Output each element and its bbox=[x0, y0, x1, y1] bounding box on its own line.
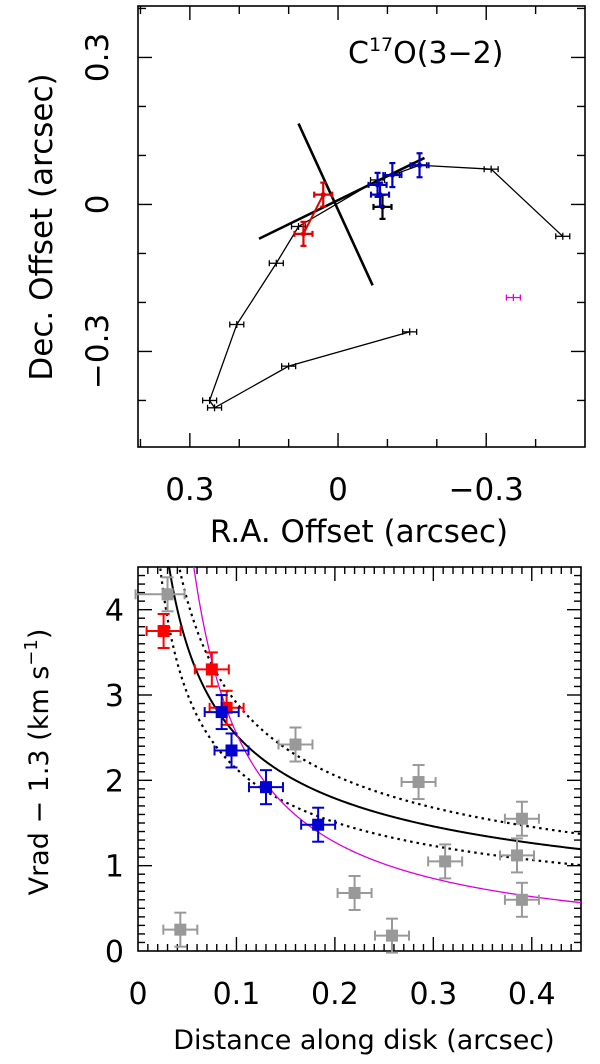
black-path-line bbox=[208, 164, 564, 409]
black-path-point bbox=[206, 404, 223, 412]
red-point bbox=[193, 651, 230, 688]
marker bbox=[511, 849, 524, 862]
velocity-ticks bbox=[138, 567, 581, 951]
position-map-ticks bbox=[138, 6, 585, 447]
marker bbox=[389, 172, 395, 178]
blue-point bbox=[409, 152, 430, 179]
map-title-main: C bbox=[348, 36, 369, 71]
disk-axis-line bbox=[258, 156, 426, 240]
red-connector bbox=[302, 194, 325, 235]
map-x-axis-label: R.A. Offset (arcsec) bbox=[210, 514, 508, 550]
marker bbox=[385, 929, 398, 942]
marker bbox=[416, 162, 423, 168]
gray-point bbox=[503, 881, 540, 918]
x-tick-label: −0.3 bbox=[449, 472, 524, 508]
x-tick-label: 0.3 bbox=[409, 977, 457, 1012]
marker bbox=[225, 744, 238, 757]
blue-point bbox=[369, 181, 391, 208]
velocity-x-axis-label: Distance along disk (arcsec) bbox=[173, 1025, 554, 1056]
marker bbox=[377, 192, 383, 198]
marker bbox=[161, 588, 174, 601]
x-tick-label: 0.3 bbox=[165, 472, 214, 508]
fit-upper-curve bbox=[178, 567, 581, 836]
black-path-point bbox=[402, 328, 418, 336]
velocity-data bbox=[134, 576, 540, 954]
y-tick-label: −0.3 bbox=[80, 314, 116, 389]
blue-point bbox=[300, 806, 337, 843]
y-tick-label: 2 bbox=[105, 764, 124, 799]
marker bbox=[312, 818, 325, 831]
map-title: C17O(3−2) bbox=[348, 34, 503, 71]
map-title-superscript: 17 bbox=[369, 34, 393, 56]
magenta-point bbox=[505, 294, 522, 302]
position-map-tick-labels: 0.3 0 −0.3 0.3 0 −0.3 bbox=[80, 33, 524, 508]
gray-point bbox=[162, 911, 199, 948]
marker bbox=[289, 738, 302, 751]
marker bbox=[259, 781, 272, 794]
map-y-axis-label: Dec. Offset (arcsec) bbox=[24, 73, 60, 380]
x-tick-label: 0.4 bbox=[508, 977, 556, 1012]
blue-point bbox=[367, 171, 388, 198]
blue-point bbox=[382, 161, 403, 189]
red-point bbox=[145, 613, 182, 649]
black-path-point bbox=[268, 259, 284, 267]
blue-point bbox=[213, 732, 250, 769]
black-path-point bbox=[201, 396, 218, 404]
velocity-panel: 0 0.1 0.2 0.3 0.4 0 1 2 3 4 Distance along disk (… bbox=[21, 566, 582, 1056]
marker bbox=[215, 706, 228, 719]
gray-point bbox=[427, 843, 464, 880]
black-path-point bbox=[280, 362, 297, 370]
y-tick-label: 0.3 bbox=[80, 33, 116, 82]
marker bbox=[439, 855, 452, 868]
marker bbox=[515, 812, 528, 825]
gray-point bbox=[336, 874, 373, 911]
velocity-y-axis-label: Vrad − 1.3 (km s−1) bbox=[21, 629, 55, 896]
y-tick-label: 1 bbox=[105, 850, 124, 885]
gray-point bbox=[503, 800, 540, 837]
x-tick-label: 0 bbox=[128, 977, 147, 1012]
velocity-frame bbox=[137, 566, 582, 952]
y-tick-label: 0 bbox=[80, 195, 116, 215]
position-map-frame bbox=[137, 5, 586, 448]
gray-point bbox=[134, 576, 186, 613]
x-tick-label: 0.2 bbox=[311, 977, 359, 1012]
marker bbox=[515, 893, 528, 906]
gray-point bbox=[277, 726, 314, 763]
x-tick-label: 0.1 bbox=[213, 977, 261, 1012]
gray-point bbox=[499, 837, 536, 874]
gray-point bbox=[400, 764, 437, 801]
y-tick-label: 4 bbox=[105, 594, 124, 629]
x-tick-label: 0 bbox=[328, 472, 348, 508]
marker bbox=[205, 663, 218, 676]
velocity-tick-labels: 0 0.1 0.2 0.3 0.4 0 1 2 3 4 bbox=[105, 594, 556, 1012]
velocity-y-label-superscript: −1 bbox=[21, 639, 42, 666]
map-title-rest: O(3−2) bbox=[393, 36, 503, 71]
black-path-point bbox=[483, 165, 499, 173]
marker bbox=[412, 776, 425, 789]
position-map-data bbox=[201, 123, 571, 412]
velocity-y-label-rest: ) bbox=[24, 629, 55, 640]
marker bbox=[157, 625, 170, 637]
black-path-point bbox=[229, 321, 245, 328]
position-map-panel: 0.3 0 −0.3 0.3 0 −0.3 C17O(3−2) R.A. Offset (… bbox=[24, 5, 586, 550]
marker bbox=[348, 886, 361, 899]
gray-point bbox=[373, 917, 410, 954]
y-tick-label: 0 bbox=[105, 935, 124, 970]
marker bbox=[174, 923, 187, 936]
y-tick-label: 3 bbox=[105, 679, 124, 714]
blue-point bbox=[203, 694, 240, 731]
blue-point bbox=[247, 769, 284, 806]
velocity-y-label-main: Vrad − 1.3 (km s bbox=[24, 666, 55, 896]
black-path-point bbox=[555, 232, 571, 240]
